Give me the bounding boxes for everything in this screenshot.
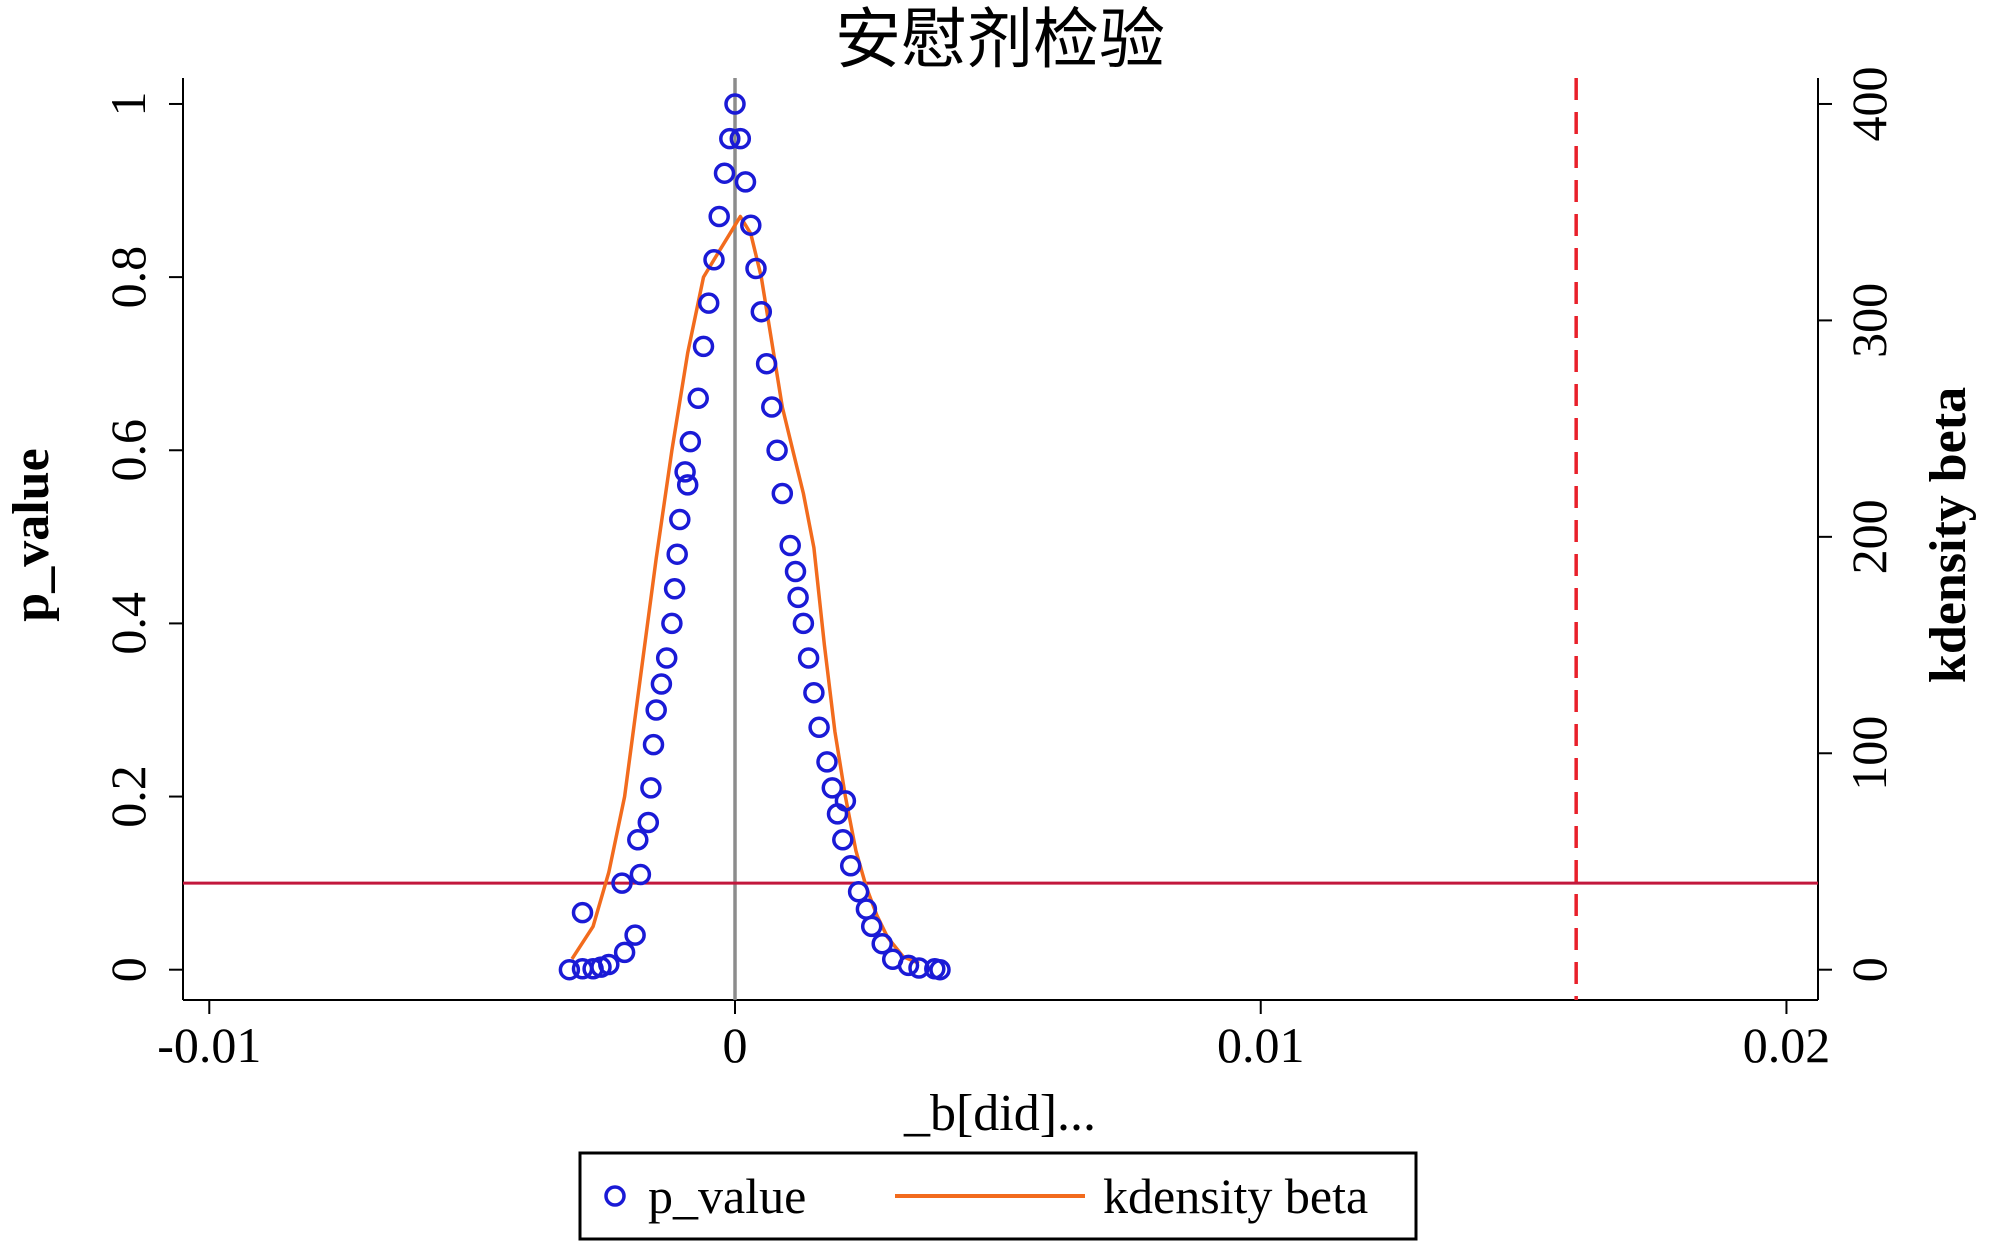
p-value-point-51: [832, 829, 854, 851]
y-axis-left-label: p_value: [3, 448, 60, 621]
p-value-point-39: [766, 439, 788, 462]
x-tick-label-1: 0: [723, 1017, 748, 1073]
kdensity-series: [570, 214, 920, 965]
p-value-point-28: [708, 205, 730, 228]
p-value-point-14: [645, 699, 667, 721]
axes-layer: -0.01 0 0.01 0.02 0 0.2 0.4 0.6 0.8 1 0 100 200 300 40…: [100, 66, 1897, 1073]
kdensity-line: [570, 214, 920, 965]
p-value-point-21: [674, 461, 696, 483]
p-value-point-42: [784, 560, 807, 583]
y-left-tick-label-3: 0.6: [100, 419, 156, 482]
p-value-point-34: [740, 214, 762, 236]
p-value-point-49: [821, 777, 844, 799]
p-value-point-17: [661, 612, 683, 635]
p-value-point-52: [834, 790, 857, 812]
p-value-point-19: [666, 543, 688, 565]
p-value-point-57: [871, 932, 893, 955]
legend-label-kdensity: kdensity beta: [1103, 1168, 1368, 1224]
p-value-point-38: [761, 396, 783, 418]
p-value-point-37: [755, 352, 778, 375]
p-value-point-62: [929, 958, 951, 981]
p-value-point-5: [598, 953, 620, 976]
p-value-series: [558, 93, 951, 981]
x-tick-label-0: -0.01: [157, 1017, 261, 1073]
p-value-point-6: [613, 941, 636, 964]
p-value-point-46: [803, 681, 825, 704]
p-value-point-15: [650, 673, 673, 695]
p-value-point-40: [771, 482, 794, 505]
p-value-point-25: [692, 335, 715, 358]
y-left-tick-label-1: 0.2: [100, 765, 156, 828]
x-tick-label-3: 0.02: [1743, 1017, 1831, 1073]
p-value-point-60: [908, 957, 930, 979]
p-value-point-27: [703, 249, 725, 271]
legend: p_value kdensity beta: [578, 1151, 1418, 1241]
p-value-point-20: [669, 508, 691, 531]
p-value-point-45: [797, 647, 820, 669]
p-value-point-54: [847, 881, 870, 903]
p-value-point-36: [750, 300, 773, 323]
p-value-point-44: [792, 612, 815, 635]
p-value-point-4: [571, 901, 594, 924]
y-left-tick-label-5: 1: [100, 91, 156, 116]
p-value-point-23: [679, 430, 702, 453]
p-value-point-24: [687, 387, 709, 410]
p-value-point-12: [640, 777, 662, 799]
p-value-point-41: [779, 534, 801, 557]
p-value-point-30: [719, 127, 741, 150]
y-right-tick-label-4: 400: [1841, 66, 1897, 141]
reference-lines: [183, 78, 1818, 1000]
p-value-point-33: [734, 171, 757, 193]
p-value-point-35: [745, 257, 767, 280]
x-axis-label: _b[did]...: [903, 1085, 1096, 1142]
p-value-point-29: [713, 162, 736, 184]
p-value-point-26: [697, 292, 720, 314]
legend-marker-p-value: [604, 1185, 626, 1207]
p-value-point-10: [627, 829, 649, 851]
p-value-point-9: [629, 863, 652, 886]
p-value-point-31: [724, 93, 746, 115]
y-right-tick-label-0: 0: [1841, 957, 1897, 982]
x-tick-label-2: 0.01: [1217, 1017, 1305, 1073]
y-axis-right-label: kdensity beta: [1920, 387, 1977, 683]
y-left-tick-label-4: 0.8: [100, 246, 156, 309]
p-value-point-0: [558, 958, 581, 981]
y-right-tick-label-1: 100: [1841, 716, 1897, 791]
p-value-point-48: [816, 751, 838, 773]
y-left-tick-label-0: 0: [100, 957, 156, 982]
chart-title: 安慰剂检验: [835, 4, 1165, 77]
p-value-point-8: [624, 924, 646, 946]
y-left-tick-label-2: 0.4: [100, 592, 156, 655]
p-value-point-56: [860, 915, 883, 938]
p-value-point-43: [787, 586, 809, 609]
p-value-point-53: [839, 855, 862, 877]
y-right-tick-label-2: 200: [1841, 499, 1897, 574]
p-value-point-32: [729, 127, 752, 150]
p-value-point-16: [655, 647, 678, 669]
legend-label-p-value: p_value: [648, 1168, 806, 1224]
p-value-point-18: [663, 578, 686, 600]
p-value-point-13: [642, 733, 665, 756]
p-value-point-22: [676, 474, 699, 496]
p-value-point-7: [611, 872, 633, 894]
p-value-point-11: [637, 811, 660, 834]
y-right-tick-label-3: 300: [1841, 283, 1897, 358]
p-value-point-59: [897, 954, 920, 977]
p-value-point-47: [808, 716, 830, 739]
